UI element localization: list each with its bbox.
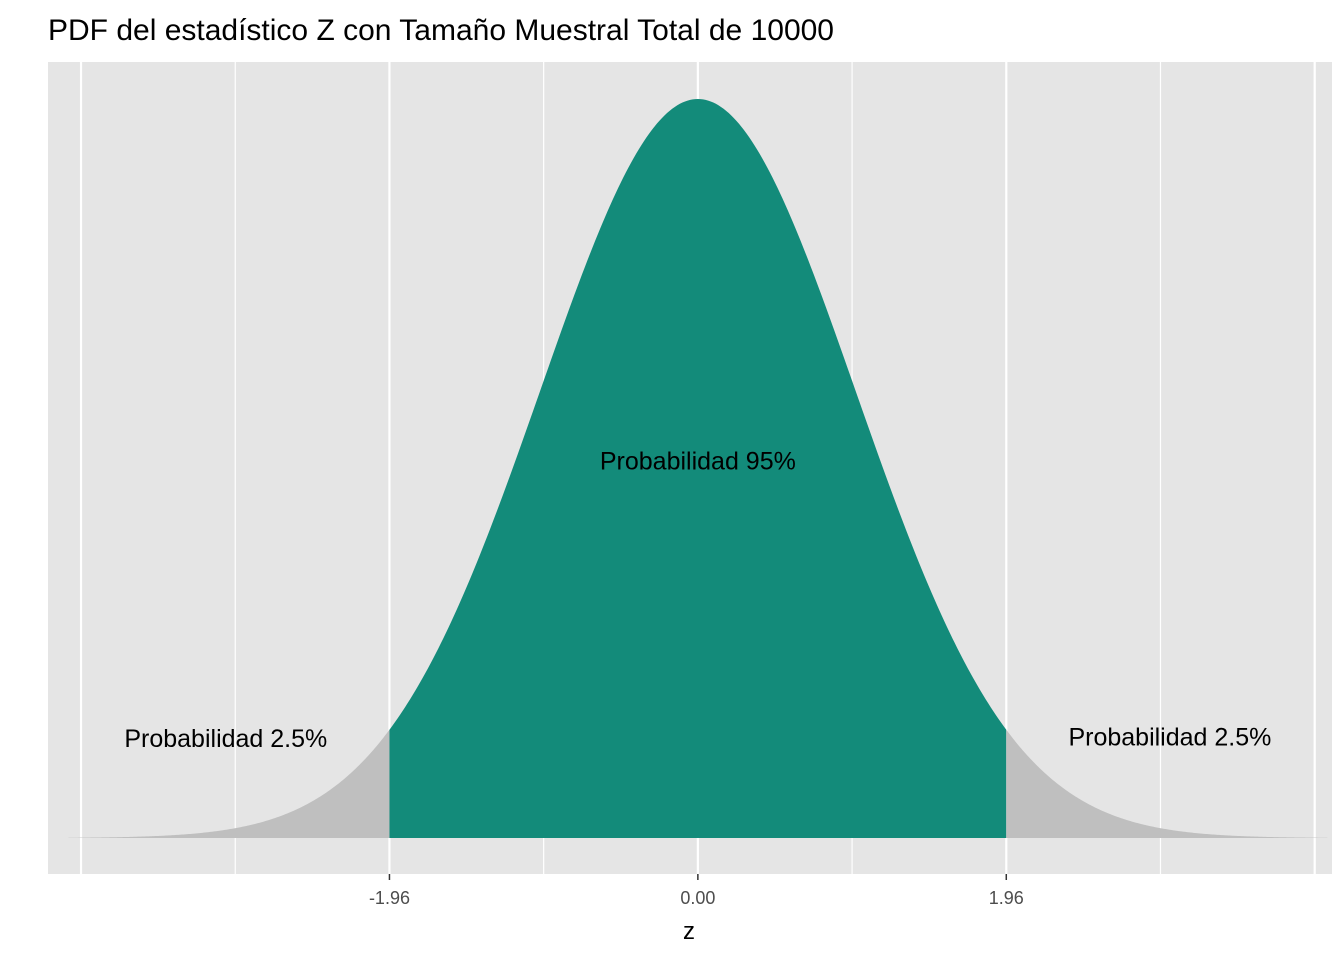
annotation-2: Probabilidad 95%	[600, 447, 796, 475]
x-tick-label: 0.00	[680, 888, 715, 908]
density-region-2	[389, 99, 1007, 838]
x-tick-label: -1.96	[369, 888, 410, 908]
density-region-3	[1006, 729, 1328, 838]
x-tick-label: 1.96	[989, 888, 1024, 908]
annotation-3: Probabilidad 2.5%	[1068, 723, 1271, 751]
annotations: Probabilidad 2.5% Probabilidad 95% Probabi…	[124, 447, 1271, 753]
x-axis-title: z	[683, 918, 695, 945]
chart-title: PDF del estadístico Z con Tamaño Muestra…	[48, 14, 834, 47]
annotation-1: Probabilidad 2.5%	[124, 725, 327, 753]
x-axis-ticks: -1.96 0.00 1.96	[369, 874, 1024, 908]
density-regions	[68, 99, 1328, 838]
density-region-1	[68, 729, 390, 838]
